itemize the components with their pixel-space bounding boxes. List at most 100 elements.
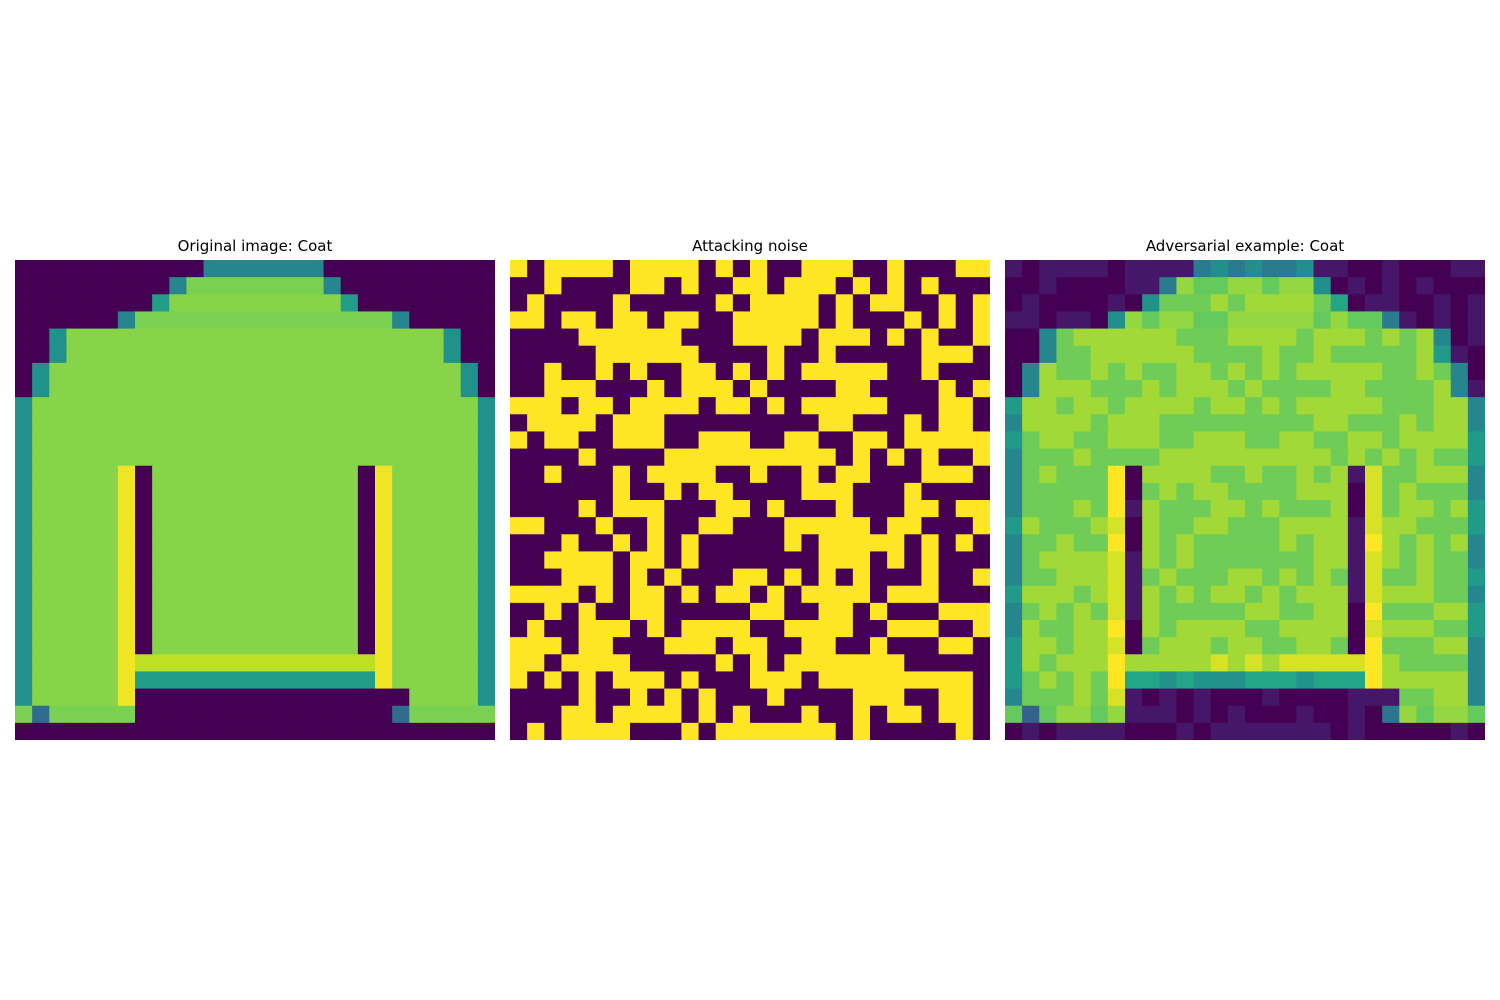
attacking-noise-cell — [698, 482, 717, 501]
attacking-noise-cell — [801, 637, 820, 655]
adversarial-example-cell — [1056, 465, 1075, 484]
attacking-noise-cell — [921, 500, 940, 518]
original-image-cell — [392, 414, 410, 433]
attacking-noise-cell — [544, 311, 563, 330]
attacking-noise-cell — [767, 328, 785, 347]
adversarial-example-cell — [1073, 500, 1092, 518]
adversarial-example-cell — [1296, 260, 1315, 278]
adversarial-example-cell — [1107, 380, 1126, 398]
attacking-noise-cell — [510, 602, 528, 621]
original-image-cell — [203, 688, 222, 707]
adversarial-example-cell — [1073, 362, 1092, 381]
attacking-noise-cell — [578, 294, 597, 313]
original-image-cell — [289, 688, 308, 707]
adversarial-example-cell — [1330, 705, 1349, 724]
original-image-cell — [409, 260, 428, 278]
attacking-noise-cell — [972, 568, 990, 587]
original-image-cell — [237, 482, 256, 501]
adversarial-example-cell — [1039, 671, 1058, 690]
adversarial-example-cell — [1262, 482, 1280, 501]
attacking-noise-cell — [784, 568, 803, 587]
attacking-noise-cell — [887, 517, 905, 535]
original-image-cell — [237, 585, 256, 604]
attacking-noise-cell — [544, 585, 563, 604]
attacking-noise-cell — [664, 414, 683, 433]
original-image-cell — [83, 260, 102, 278]
attacking-noise-cell — [972, 500, 990, 518]
adversarial-example-cell — [1176, 637, 1195, 655]
adversarial-example-cell — [1347, 362, 1366, 381]
adversarial-example-cell — [1210, 568, 1229, 587]
attacking-noise-cell — [595, 620, 614, 638]
attacking-noise-cell — [750, 397, 768, 415]
attacking-noise-cell — [818, 671, 837, 690]
attacking-noise-cell — [921, 637, 940, 655]
adversarial-example-cell — [1125, 517, 1143, 535]
adversarial-example-cell — [1313, 362, 1332, 381]
attacking-noise-cell — [904, 517, 923, 535]
adversarial-example-cell — [1365, 448, 1383, 467]
attacking-noise-cell — [664, 482, 683, 501]
original-image-cell — [32, 620, 50, 638]
original-image-cell — [443, 448, 462, 467]
attacking-noise-cell — [544, 431, 563, 450]
original-image-cell — [272, 585, 290, 604]
original-image-cell — [460, 551, 479, 570]
attacking-noise-cell — [852, 465, 871, 484]
adversarial-example-cell — [1176, 465, 1195, 484]
original-image-cell — [357, 551, 376, 570]
adversarial-example-cell — [1467, 362, 1485, 381]
adversarial-example-cell — [1245, 465, 1263, 484]
original-image-cell — [289, 465, 308, 484]
attacking-noise-cell — [544, 671, 563, 690]
adversarial-example-cell — [1279, 482, 1298, 501]
original-image-cell — [49, 654, 68, 673]
adversarial-example-cell — [1090, 277, 1109, 295]
attacking-noise-cell — [698, 311, 717, 330]
adversarial-example-cell — [1090, 517, 1109, 535]
original-image-cell — [32, 534, 50, 553]
adversarial-example-cell — [1176, 277, 1195, 295]
original-image-cell — [272, 294, 290, 313]
attacking-noise-cell — [938, 311, 957, 330]
adversarial-example-cell — [1296, 277, 1315, 295]
original-image-cell — [203, 602, 222, 621]
attacking-noise-cell — [784, 688, 803, 707]
adversarial-example-cell — [1022, 277, 1040, 295]
attacking-noise-cell — [835, 602, 854, 621]
original-image-cell — [49, 465, 68, 484]
original-image-cell — [443, 620, 462, 638]
adversarial-example-cell — [1176, 654, 1195, 673]
adversarial-example-cell — [1433, 414, 1452, 433]
original-image-cell — [340, 448, 359, 467]
adversarial-example-cell — [1005, 448, 1023, 467]
attacking-noise-cell — [904, 654, 923, 673]
attacking-noise-cell — [664, 380, 683, 398]
adversarial-example-cell — [1330, 602, 1349, 621]
attacking-noise-cell — [870, 397, 888, 415]
attacking-noise-cell — [870, 260, 888, 278]
adversarial-example-cell — [1245, 380, 1263, 398]
attacking-noise-cell — [921, 448, 940, 467]
attacking-noise-cell — [578, 500, 597, 518]
original-image-cell — [203, 534, 222, 553]
attacking-noise-cell — [578, 431, 597, 450]
original-image-cell — [375, 465, 393, 484]
original-image-cell — [100, 585, 119, 604]
adversarial-example-cell — [1296, 654, 1315, 673]
adversarial-example-cell — [1365, 465, 1383, 484]
adversarial-example-cell — [1262, 722, 1280, 740]
original-image-cell — [135, 294, 153, 313]
original-image-cell — [117, 397, 136, 415]
adversarial-example-cell — [1125, 534, 1143, 553]
original-image-cell — [32, 482, 50, 501]
adversarial-example-cell — [1416, 482, 1435, 501]
attacking-noise-cell — [904, 414, 923, 433]
original-image-cell — [375, 328, 393, 347]
original-image-cell — [375, 585, 393, 604]
adversarial-example-cell — [1107, 431, 1126, 450]
original-image-cell — [375, 602, 393, 621]
original-image-cell — [460, 311, 479, 330]
original-image-cell — [49, 448, 68, 467]
original-image-cell — [49, 414, 68, 433]
